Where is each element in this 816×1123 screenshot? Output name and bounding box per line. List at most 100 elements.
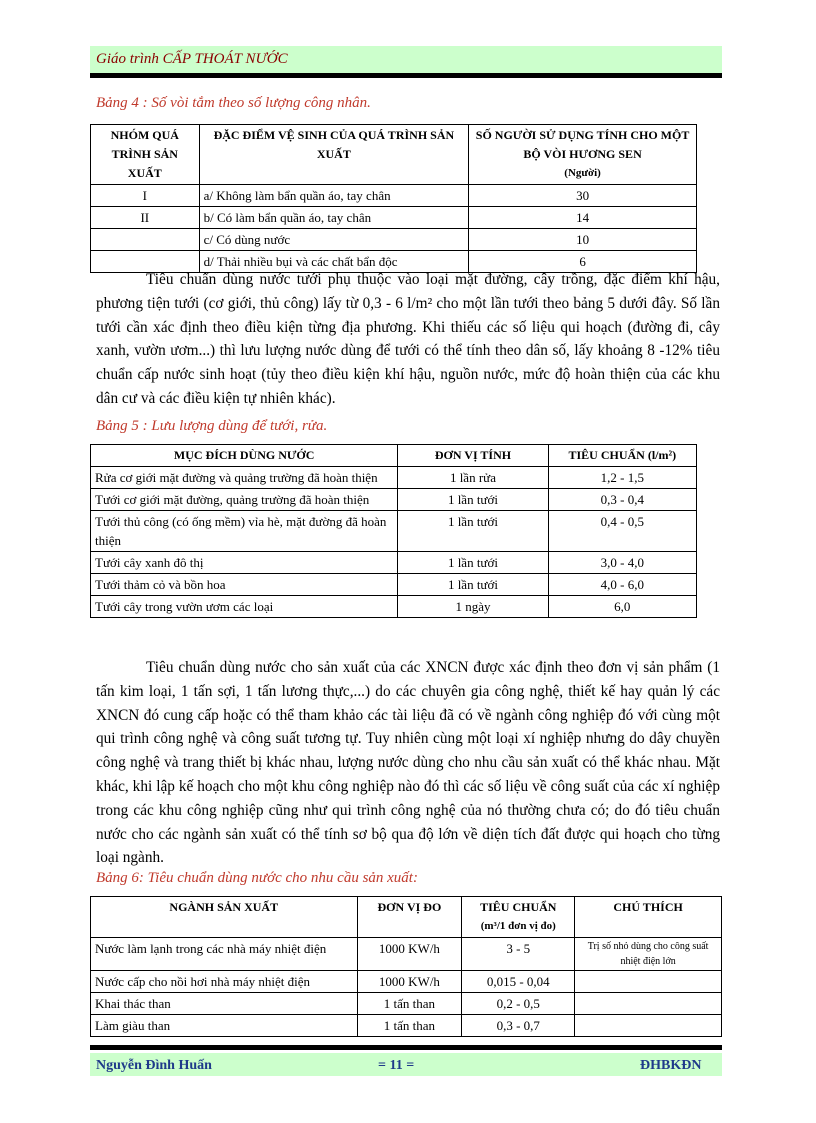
header-text: NGÀNH SẢN XUẤT: [169, 900, 279, 914]
header-text: ĐẶC ĐIỂM VỆ SINH CỦA QUÁ TRÌNH SẢN XUẤT: [213, 128, 455, 161]
header-band: Giáo trình CẤP THOÁT NƯỚC: [90, 46, 722, 73]
header-cell: TIÊU CHUẨN (l/m²): [547, 444, 698, 467]
table-cell: b/ Có làm bẩn quần áo, tay chân: [198, 206, 470, 229]
table-cell: [90, 228, 200, 251]
table-row: c/ Có dùng nước 10: [90, 228, 697, 251]
table-cell: 1 lần tưới: [397, 551, 549, 574]
header-cell: TIÊU CHUẨN (m³/1 đơn vị đo): [461, 896, 576, 938]
header-cell: NHÓM QUÁ TRÌNH SẢN XUẤT: [90, 124, 200, 185]
table-cell: a/ Không làm bẩn quần áo, tay chân: [198, 184, 470, 207]
table-cell: Tưới thủ công (có ống mềm) vỉa hè, mặt đ…: [89, 510, 399, 552]
table-row: II b/ Có làm bẩn quần áo, tay chân 14: [90, 206, 697, 229]
table-cell: Làm giàu than: [90, 1014, 358, 1037]
header-cell: CHÚ THÍCH: [574, 896, 722, 938]
table-cell: Nước cấp cho nồi hơi nhà máy nhiệt điện: [90, 970, 358, 993]
caption: Bảng 4 : Số vòi tắm theo số lượng công n…: [96, 95, 371, 111]
table-row: Làm giàu than 1 tấn than 0,3 - 0,7: [90, 1014, 722, 1037]
footer-rule: [90, 1045, 722, 1050]
header-cell: ĐƠN VỊ ĐO: [356, 896, 463, 938]
table-cell: 6,0: [547, 595, 698, 618]
table-cell: I: [90, 184, 200, 207]
table-cell: 3,0 - 4,0: [547, 551, 698, 574]
footer-band: [90, 1053, 722, 1076]
header-unit: (Người): [564, 167, 601, 179]
table-cell: Tưới cây xanh đô thị: [89, 551, 399, 574]
table-cell: 0,4 - 0,5: [547, 510, 698, 552]
header-text: MỤC ĐÍCH DÙNG NƯỚC: [173, 448, 315, 462]
header-cell: SỐ NGƯỜI SỬ DỤNG TÍNH CHO MỘT BỘ VÒI HƯƠ…: [468, 124, 697, 185]
paragraph: Tiêu chuẩn dùng nước tưới phụ thuộc vào …: [96, 271, 720, 407]
table-row: d/ Thải nhiều bụi và các chất bẩn độc 6: [90, 250, 697, 273]
header-text: ĐƠN VỊ TÍNH: [434, 448, 512, 462]
table-cell: Trị số nhỏ dùng cho công suất nhiệt điện…: [574, 937, 722, 971]
header-cell: MỤC ĐÍCH DÙNG NƯỚC: [89, 444, 399, 467]
table-cell: Tưới cây trong vườn ươm các loại: [89, 595, 399, 618]
header-text: SỐ NGƯỜI SỬ DỤNG TÍNH CHO MỘT BỘ VÒI HƯƠ…: [475, 128, 690, 161]
footer-author: Nguyễn Đình Huấn: [96, 1058, 212, 1073]
table-cell: Khai thác than: [90, 992, 358, 1015]
table-cell: 1000 KW/h: [356, 937, 463, 971]
table-cell: 6: [468, 250, 697, 273]
table: MỤC ĐÍCH DÙNG NƯỚC ĐƠN VỊ TÍNH TIÊU CHUẨN …: [89, 444, 698, 618]
table-cell: 1 ngày: [397, 595, 549, 618]
table-cell: II: [90, 206, 200, 229]
table-cell: c/ Có dùng nước: [198, 228, 470, 251]
table: NHÓM QUÁ TRÌNH SẢN XUẤT ĐẶC ĐIỂM VỆ SINH …: [90, 124, 697, 273]
table-cell: 1 lần rửa: [397, 466, 549, 489]
table-cell: 1,2 - 1,5: [547, 466, 698, 489]
header-cell: ĐƠN VỊ TÍNH: [397, 444, 549, 467]
table-cell: 1 lần tưới: [397, 573, 549, 596]
table-row: Khai thác than 1 tấn than 0,2 - 0,5: [90, 992, 722, 1015]
table-row: Tưới cơ giới mặt đường, quảng trường đã …: [89, 488, 698, 511]
header-row: MỤC ĐÍCH DÙNG NƯỚC ĐƠN VỊ TÍNH TIÊU CHUẨN …: [89, 444, 698, 467]
caption: Bảng 6: Tiêu chuẩn dùng nước cho nhu cầu…: [96, 870, 418, 886]
table: NGÀNH SẢN XUẤT ĐƠN VỊ ĐO TIÊU CHUẨN (m³/1 đ…: [90, 896, 722, 1037]
table-row: Tưới cây xanh đô thị 1 lần tưới 3,0 - 4,0: [89, 551, 698, 574]
footer-school: ĐHBKĐN: [640, 1058, 702, 1073]
paragraph: Tiêu chuẩn dùng nước cho sản xuất của cá…: [96, 659, 720, 867]
header-title: Giáo trình CẤP THOÁT NƯỚC: [96, 51, 288, 67]
table-cell: Tưới thảm cỏ và bồn hoa: [89, 573, 399, 596]
header-text: ĐƠN VỊ ĐO: [377, 900, 442, 914]
table-row: Nước cấp cho nồi hơi nhà máy nhiệt điện 1…: [90, 970, 722, 993]
table-cell: 0,3 - 0,4: [547, 488, 698, 511]
header-cell: ĐẶC ĐIỂM VỆ SINH CỦA QUÁ TRÌNH SẢN XUẤT: [198, 124, 470, 185]
table-cell: 30: [468, 184, 697, 207]
table-cell: 1 tấn than: [356, 1014, 463, 1037]
header-text: TIÊU CHUẨN: [480, 900, 557, 914]
table-cell: 0,3 - 0,7: [461, 1014, 576, 1037]
header-row: NGÀNH SẢN XUẤT ĐƠN VỊ ĐO TIÊU CHUẨN (m³/1 đ…: [90, 896, 722, 938]
table-cell: 0,2 - 0,5: [461, 992, 576, 1015]
table-cell: Tưới cơ giới mặt đường, quảng trường đã …: [89, 488, 399, 511]
table-row: Tưới thảm cỏ và bồn hoa 1 lần tưới 4,0 - 6…: [89, 573, 698, 596]
footer-page: = 11 =: [378, 1058, 415, 1073]
header-rule: [90, 73, 722, 78]
header-text: CHÚ THÍCH: [613, 900, 683, 914]
table-cell: 1000 KW/h: [356, 970, 463, 993]
table-row: Tưới thủ công (có ống mềm) vỉa hè, mặt đ…: [89, 510, 698, 552]
table-cell: 4,0 - 6,0: [547, 573, 698, 596]
table-cell: 1 tấn than: [356, 992, 463, 1015]
header-row: NHÓM QUÁ TRÌNH SẢN XUẤT ĐẶC ĐIỂM VỆ SINH …: [90, 124, 697, 185]
table-cell: 1 lần tưới: [397, 510, 549, 552]
table-cell: Nước làm lạnh trong các nhà máy nhiệt đi…: [90, 937, 358, 971]
table-cell: Rửa cơ giới mặt đường và quảng trường đã…: [89, 466, 399, 489]
table-cell: [574, 1014, 722, 1037]
table-row: Nước làm lạnh trong các nhà máy nhiệt đi…: [90, 937, 722, 971]
table-row: Tưới cây trong vườn ươm các loại 1 ngày 6,…: [89, 595, 698, 618]
header-cell: NGÀNH SẢN XUẤT: [90, 896, 358, 938]
table-cell: d/ Thải nhiều bụi và các chất bẩn độc: [198, 250, 470, 273]
header-unit: (m³/1 đơn vị đo): [480, 920, 556, 932]
table-cell: 1 lần tưới: [397, 488, 549, 511]
caption: Bảng 5 : Lưu lượng dùng để tưới, rửa.: [96, 418, 328, 434]
table-cell: [574, 992, 722, 1015]
table-cell: 0,015 - 0,04: [461, 970, 576, 993]
table-cell: 10: [468, 228, 697, 251]
header-text: NHÓM QUÁ TRÌNH SẢN XUẤT: [110, 128, 179, 180]
table-cell: [574, 970, 722, 993]
table-cell: 3 - 5: [461, 937, 576, 971]
table-cell: 14: [468, 206, 697, 229]
table-row: Rửa cơ giới mặt đường và quảng trường đã…: [89, 466, 698, 489]
